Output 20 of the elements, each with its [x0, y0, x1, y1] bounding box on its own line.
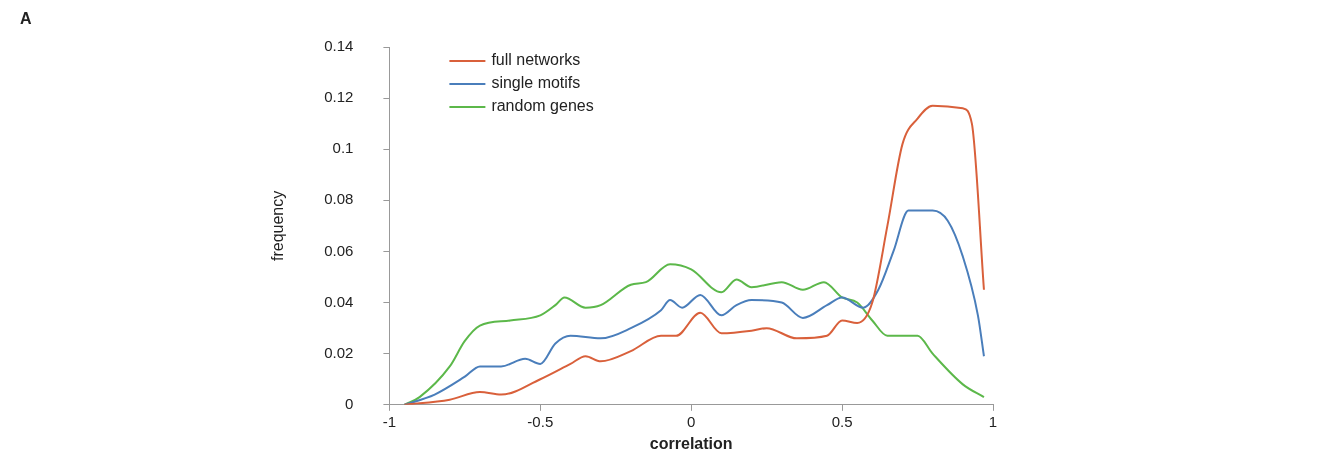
y-tick-label: 0.06 — [324, 241, 354, 259]
y-axis-title: frequency — [269, 190, 287, 262]
x-tick-label: -1 — [382, 412, 397, 430]
y-tick-label: 0.14 — [324, 37, 354, 55]
line-series — [403, 209, 985, 405]
text: A — [20, 10, 32, 28]
legend-label: single motifs — [491, 74, 581, 92]
y-tick-label: 0.08 — [324, 190, 354, 208]
y-tick-label: 0.1 — [332, 139, 354, 157]
y-tick-label: 0.12 — [324, 88, 354, 106]
x-axis-title: correlation — [649, 434, 733, 452]
x-tick-label: 0 — [687, 412, 696, 430]
y-tick-label: 0.04 — [324, 292, 354, 310]
legend-label: random genes — [491, 97, 594, 115]
x-tick-label: 0.5 — [831, 412, 853, 430]
x-tick-label: 1 — [988, 412, 998, 430]
x-tick-label: -0.5 — [527, 412, 554, 430]
y-tick-label: 0 — [345, 394, 354, 412]
y-tick-label: 0.02 — [324, 343, 354, 361]
legend-label: full networks — [491, 51, 581, 69]
